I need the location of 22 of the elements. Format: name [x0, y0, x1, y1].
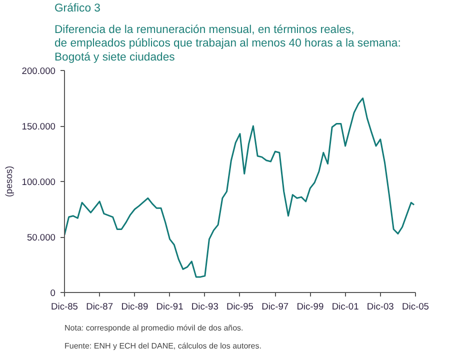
x-tick-label: Dic-85	[51, 302, 78, 312]
x-tick-label: Dic-91	[156, 302, 184, 312]
x-tick-label: Dic-01	[332, 302, 359, 312]
x-tick-label: Dic-89	[121, 302, 148, 312]
x-tick-label: Dic-03	[366, 302, 394, 312]
y-tick-label: 100.000	[22, 177, 56, 187]
y-tick-label: 200.000	[22, 66, 56, 76]
y-tick-label: 150.000	[22, 122, 56, 132]
chart-title: Gráfico 3	[54, 2, 100, 14]
x-tick-label: Dic-97	[262, 302, 289, 312]
source-note: Fuente: ENH y ECH del DANE, cálculos de los autores.	[64, 342, 262, 350]
chart-subtitle: Diferencia de la remuneración mensual, en términos reales, de empleados públicos que trabajan al menos 40 horas a la semana: Bogotá y siete ciudades	[54, 24, 401, 64]
x-tick-label: Dic-95	[226, 302, 254, 312]
x-tick-label: Dic-05	[402, 302, 429, 312]
x-tick-label: Dic-99	[296, 302, 324, 312]
y-tick-label: 50.000	[26, 232, 56, 242]
x-tick-label: Dic-87	[86, 302, 114, 312]
y-axis-title: (pesos)	[4, 166, 14, 198]
x-tick-label: Dic-93	[191, 302, 218, 312]
text: Nota: corresponde al promedio móvil de dos años.	[64, 324, 244, 332]
line-series	[64, 98, 415, 278]
y-tick-label: 0	[50, 288, 56, 298]
